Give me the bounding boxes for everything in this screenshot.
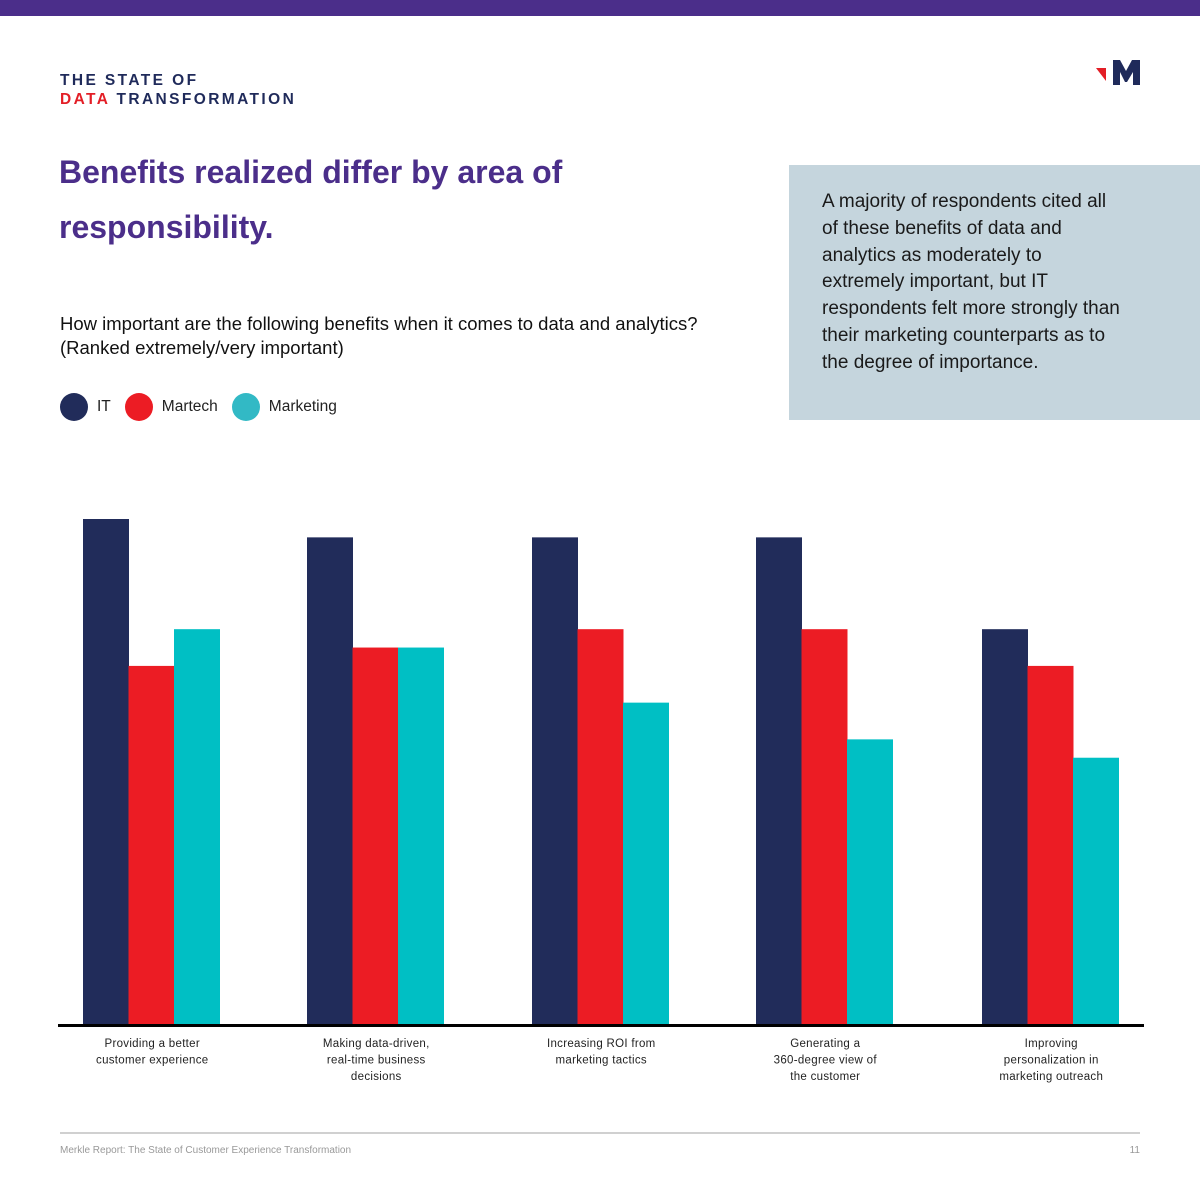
bar-group-generating-a-360-degree-view-o — [756, 537, 893, 1024]
bar-martech — [577, 629, 624, 1024]
legend-item-martech: Martech — [124, 393, 218, 421]
x-tick-label-line: Improving — [1025, 1038, 1078, 1050]
chart-legend: IT Martech Marketing — [60, 392, 351, 422]
x-tick-label: Making data-driven, real-time business dec… — [323, 1038, 430, 1083]
callout-box: A majority of respondents cited all of t… — [789, 165, 1200, 420]
x-tick-label-line: decisions — [351, 1071, 402, 1083]
bar-martech — [352, 647, 399, 1024]
footer-text: Merkle Report: The State of Customer Exp… — [60, 1145, 352, 1156]
brand-line-2: DATA TRANSFORMATION — [60, 90, 296, 109]
page-number: 11 — [1129, 1145, 1140, 1156]
bar-group-increasing-roi-from-marketing- — [532, 537, 669, 1024]
bar-chart: Providing a better customer experience Mak… — [58, 519, 1144, 1083]
footer-divider — [60, 1132, 1140, 1134]
bar-martech — [1027, 665, 1074, 1024]
x-tick-label-line: Making data-driven, — [323, 1038, 430, 1050]
x-tick-label: Providing a better customer experience — [96, 1038, 208, 1067]
x-tick-label: Generating a 360-degree view of the custom… — [774, 1038, 878, 1083]
report-brand: THE STATE OF DATA TRANSFORMATION — [60, 71, 296, 109]
bar-marketing — [623, 702, 669, 1024]
legend-label-marketing: Marketing — [268, 398, 337, 415]
bar-group-making-data-driven-real-time-b — [307, 537, 444, 1024]
top-accent-bar — [0, 0, 1200, 16]
brand-line-2-rest: TRANSFORMATION — [109, 91, 297, 108]
x-tick-label-line: Generating a — [790, 1038, 860, 1050]
bar-it — [756, 537, 802, 1024]
bar-it — [307, 537, 353, 1024]
legend-swatch-it — [60, 393, 88, 421]
legend-label-it: IT — [97, 398, 111, 415]
x-tick-label-line: Providing a better — [104, 1038, 200, 1050]
legend-swatch-martech — [124, 393, 153, 421]
bar-marketing — [1073, 757, 1119, 1024]
chart-question: How important are the following benefits… — [60, 312, 780, 360]
bar-marketing — [174, 629, 220, 1024]
legend-item-marketing: Marketing — [231, 393, 337, 421]
x-tick-label-line: personalization in — [1004, 1055, 1099, 1067]
x-tick-label-line: marketing outreach — [999, 1071, 1103, 1083]
chart-title: How important are the following benefits… — [60, 313, 698, 334]
merkle-m-logo-icon — [1096, 60, 1140, 85]
x-tick-label: Increasing ROI from marketing tactics — [547, 1038, 656, 1067]
brand-line-1: THE STATE OF — [60, 72, 199, 89]
bar-marketing — [847, 739, 893, 1024]
bar-group-providing-a-better-customer-ex — [83, 519, 220, 1024]
legend-label-martech: Martech — [161, 398, 218, 415]
x-tick-label-line: the customer — [790, 1071, 860, 1083]
bar-group-improving-personalization-in-m — [982, 629, 1119, 1024]
callout-text: A majority of respondents cited all of t… — [822, 191, 1120, 373]
legend-swatch-marketing — [231, 393, 260, 421]
legend-item-it: IT — [60, 393, 111, 421]
bar-it — [532, 537, 578, 1024]
x-tick-label-line: customer experience — [96, 1055, 208, 1067]
bar-it — [982, 629, 1028, 1024]
bar-it — [83, 519, 129, 1024]
x-tick-label-line: real-time business — [327, 1055, 426, 1067]
x-tick-label: Improving personalization in marketing out… — [999, 1038, 1103, 1083]
page-title: Benefits realized differ by area of resp… — [59, 154, 563, 245]
x-tick-label-line: Increasing ROI from — [547, 1038, 656, 1050]
bar-marketing — [398, 647, 444, 1024]
x-tick-label-line: marketing tactics — [556, 1055, 647, 1067]
bar-martech — [128, 665, 175, 1024]
x-tick-label-line: 360-degree view of — [774, 1055, 878, 1067]
bar-martech — [801, 629, 848, 1024]
chart-subtitle: (Ranked extremely/very important) — [60, 337, 344, 358]
brand-accent-word: DATA — [60, 91, 110, 108]
